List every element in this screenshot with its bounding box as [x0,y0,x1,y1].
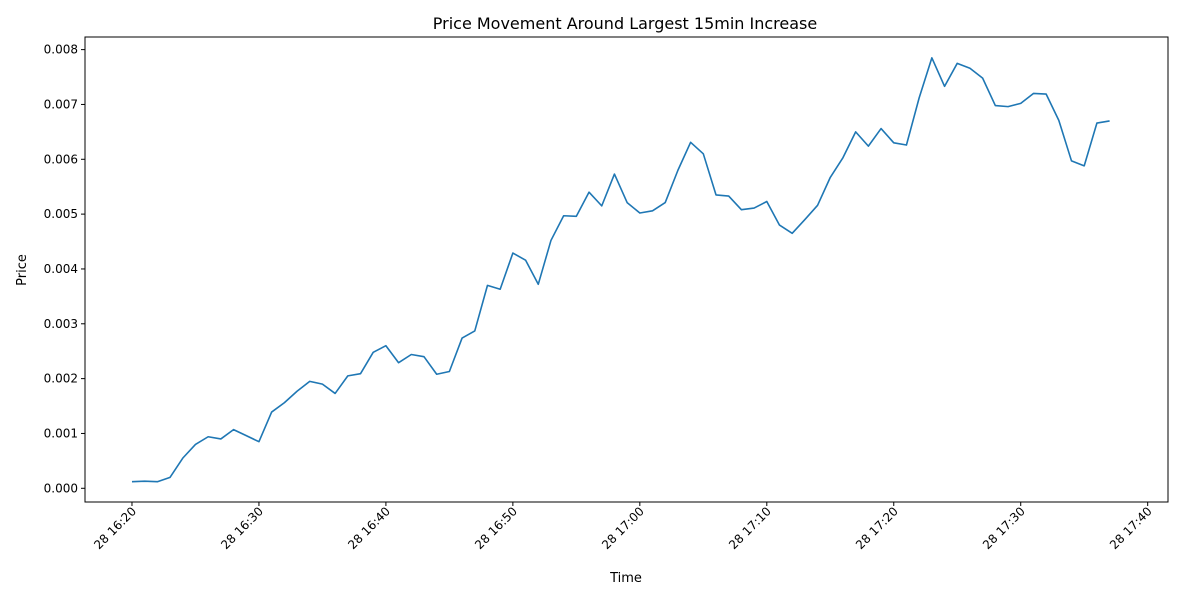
y-tick-label: 0.002 [44,372,78,386]
y-tick-label: 0.007 [44,97,78,111]
y-tick-label: 0.003 [44,317,78,331]
y-tick-label: 0.006 [44,152,78,166]
y-tick-label: 0.004 [44,262,78,276]
series-layer [131,57,1110,483]
plot-frame [84,36,1169,503]
y-tick-label: 0.000 [44,481,78,495]
y-tick-label: 0.008 [44,43,78,57]
x-axis-label: Time [609,571,642,586]
price-series-line [131,57,1110,483]
y-tick-label: 0.001 [44,426,78,440]
y-axis-label: Price [15,254,30,286]
y-tick-label: 0.005 [44,207,78,221]
y-axis: 0.000 0.001 0.002 0.003 0.004 0.005 0.006 0.007… [44,43,85,495]
chart-title: Price Movement Around Largest 15min Incr… [433,14,817,33]
